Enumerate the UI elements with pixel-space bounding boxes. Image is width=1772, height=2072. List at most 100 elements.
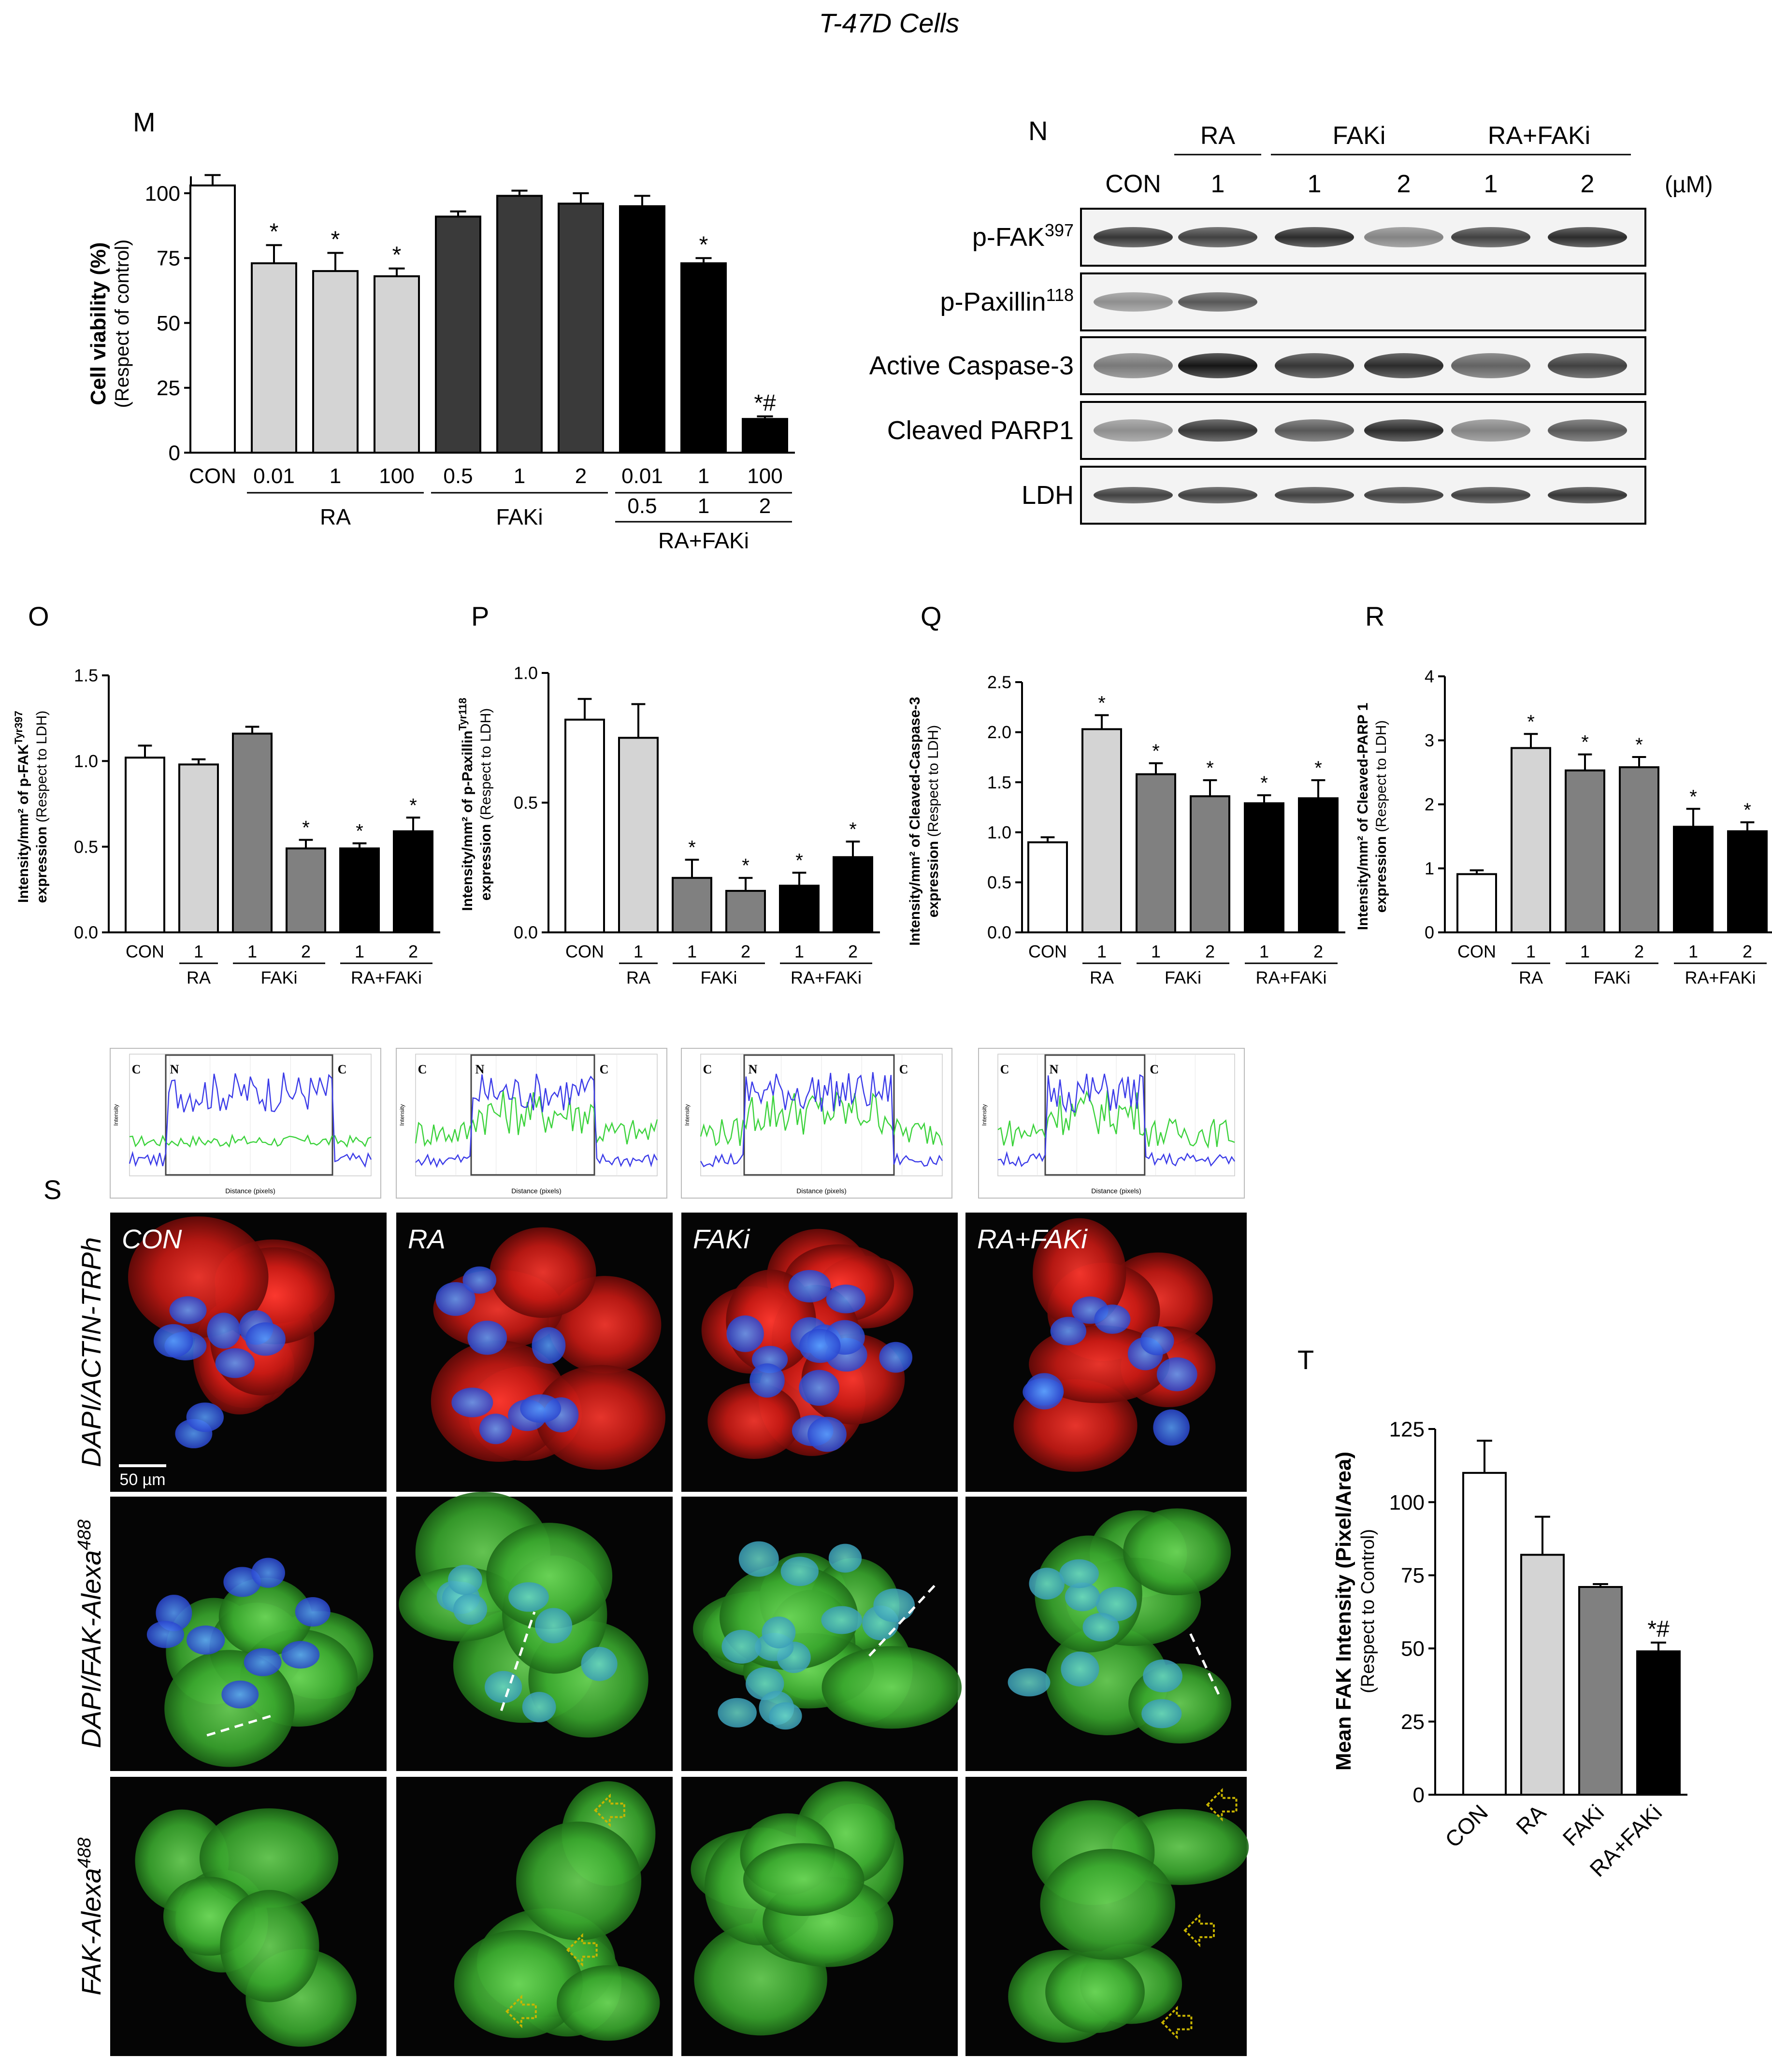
condition-label: RA+FAKi <box>977 1224 1088 1254</box>
profile-line-marker <box>1189 1633 1220 1695</box>
profile-xlabel: Distance (pixels) <box>511 1187 561 1195</box>
y-tick-label: 125 <box>1389 1417 1425 1441</box>
x-tick-label: 1 <box>1526 942 1536 961</box>
nucleus <box>251 1558 285 1588</box>
nucleus <box>1082 1613 1120 1642</box>
y-tick-label: 2 <box>1425 795 1434 815</box>
cell-body <box>431 1340 567 1462</box>
profile-region-label: C <box>1000 1062 1009 1076</box>
profile-region-label: N <box>475 1062 485 1076</box>
significance-mark: * <box>302 817 310 838</box>
y-tick-label: 0.0 <box>514 923 538 943</box>
nucleus <box>1050 1316 1087 1345</box>
bar <box>619 205 665 454</box>
x-tick-label: 0.01 <box>621 464 663 488</box>
blot-band <box>1275 419 1354 442</box>
cell-body <box>557 1965 660 2041</box>
x-tick-label: 2 <box>301 942 311 961</box>
panel-letter-r: R <box>1365 601 1384 631</box>
blot-band <box>1451 353 1530 378</box>
significance-mark: * <box>699 232 708 257</box>
bar <box>339 847 380 934</box>
nucleus <box>520 1394 562 1423</box>
row-label: FAK-Alexa488 <box>74 1838 106 1996</box>
blot-lane-label: 2 <box>1397 170 1411 198</box>
blot-band <box>1451 419 1530 442</box>
y-tick-label: 0 <box>1413 1783 1425 1807</box>
bar <box>1456 873 1497 934</box>
bar <box>1462 1472 1507 1796</box>
x-tick-label: RA <box>1511 1800 1551 1839</box>
significance-mark: * <box>742 855 749 876</box>
nucleus <box>769 1702 802 1730</box>
blot-band <box>1275 227 1354 247</box>
nucleus <box>1153 1409 1190 1446</box>
micrograph-tile <box>396 1491 673 1771</box>
significance-mark: * <box>1152 741 1160 762</box>
profile-region-label: C <box>132 1062 141 1076</box>
y-tick-label: 1.0 <box>514 663 538 683</box>
nucleus <box>1096 1586 1137 1621</box>
y-tick-label: 2.0 <box>987 722 1011 742</box>
condition-label: RA <box>408 1224 446 1254</box>
nucleus <box>153 1324 193 1358</box>
profile-frame <box>396 1048 667 1199</box>
arrow-marker <box>1161 2005 1193 2040</box>
scale-bar-label: 50 µm <box>119 1471 165 1489</box>
svg-text:Intensity/mm² of p-PaxillinTyr: Intensity/mm² of p-PaxillinTyr118 <box>457 698 476 911</box>
line-profile-plot: C N C Distance (pixels) Intensity <box>681 1048 952 1199</box>
significance-mark: * <box>1743 800 1751 821</box>
nucleus <box>186 1625 225 1655</box>
group-label: FAKi <box>1165 968 1201 987</box>
nucleus <box>828 1543 862 1573</box>
nucleus-region-box <box>165 1054 333 1176</box>
arrow-marker <box>594 1793 625 1828</box>
x-tick-label: CON <box>565 942 604 961</box>
nucleus <box>738 1541 779 1577</box>
micrograph-tile <box>681 1777 958 2056</box>
y-tick-label: 100 <box>145 182 180 205</box>
group-label: FAKi <box>1594 968 1630 987</box>
y-tick-label: 4 <box>1425 667 1434 686</box>
nucleus <box>1025 1373 1064 1410</box>
group-label: RA <box>187 968 211 987</box>
nucleus <box>1059 1559 1099 1588</box>
blot-unit: (µM) <box>1665 172 1713 198</box>
nucleus <box>169 1296 207 1325</box>
panel-letter-t: T <box>1297 1344 1314 1375</box>
arrow-marker <box>505 1994 537 2029</box>
bar <box>1619 766 1659 934</box>
cell-body <box>199 1808 339 1908</box>
profile-curve <box>129 1072 372 1168</box>
x-tick-label: 2 <box>408 942 418 961</box>
bar <box>672 877 712 933</box>
profile-curve <box>415 1073 658 1168</box>
panel-letter-q: Q <box>921 601 942 631</box>
y-tick-label: 50 <box>1401 1637 1425 1661</box>
nucleus <box>762 1616 796 1649</box>
bar <box>680 262 727 454</box>
bar <box>1578 1586 1623 1796</box>
svg-text:Intensity/mm² of Cleaved-PARP: Intensity/mm² of Cleaved-PARP 1 <box>1355 703 1371 930</box>
significance-mark: * <box>1206 757 1214 779</box>
arrow-marker <box>1183 1914 1215 1947</box>
blot-band <box>1451 487 1530 503</box>
nucleus <box>447 1565 482 1595</box>
svg-text:expression (Respect to LDH): expression (Respect to LDH) <box>1373 720 1389 913</box>
nucleus <box>522 1692 556 1723</box>
x-tick-label: CON <box>189 464 236 488</box>
significance-mark: * <box>356 821 363 842</box>
bar <box>564 718 605 934</box>
x-tick-label: CON <box>1457 942 1496 961</box>
bar <box>1027 841 1068 934</box>
arrow-marker <box>566 1933 598 1967</box>
x-tick-label: 1 <box>1151 942 1161 961</box>
blot-band <box>1094 227 1173 247</box>
nucleus <box>245 1322 286 1356</box>
x-tick-label-row2: 2 <box>759 494 771 518</box>
nucleus <box>1156 1357 1197 1391</box>
y-tick-label: 25 <box>1401 1710 1425 1734</box>
profile-line-marker <box>500 1611 536 1711</box>
nucleus <box>749 1363 785 1398</box>
